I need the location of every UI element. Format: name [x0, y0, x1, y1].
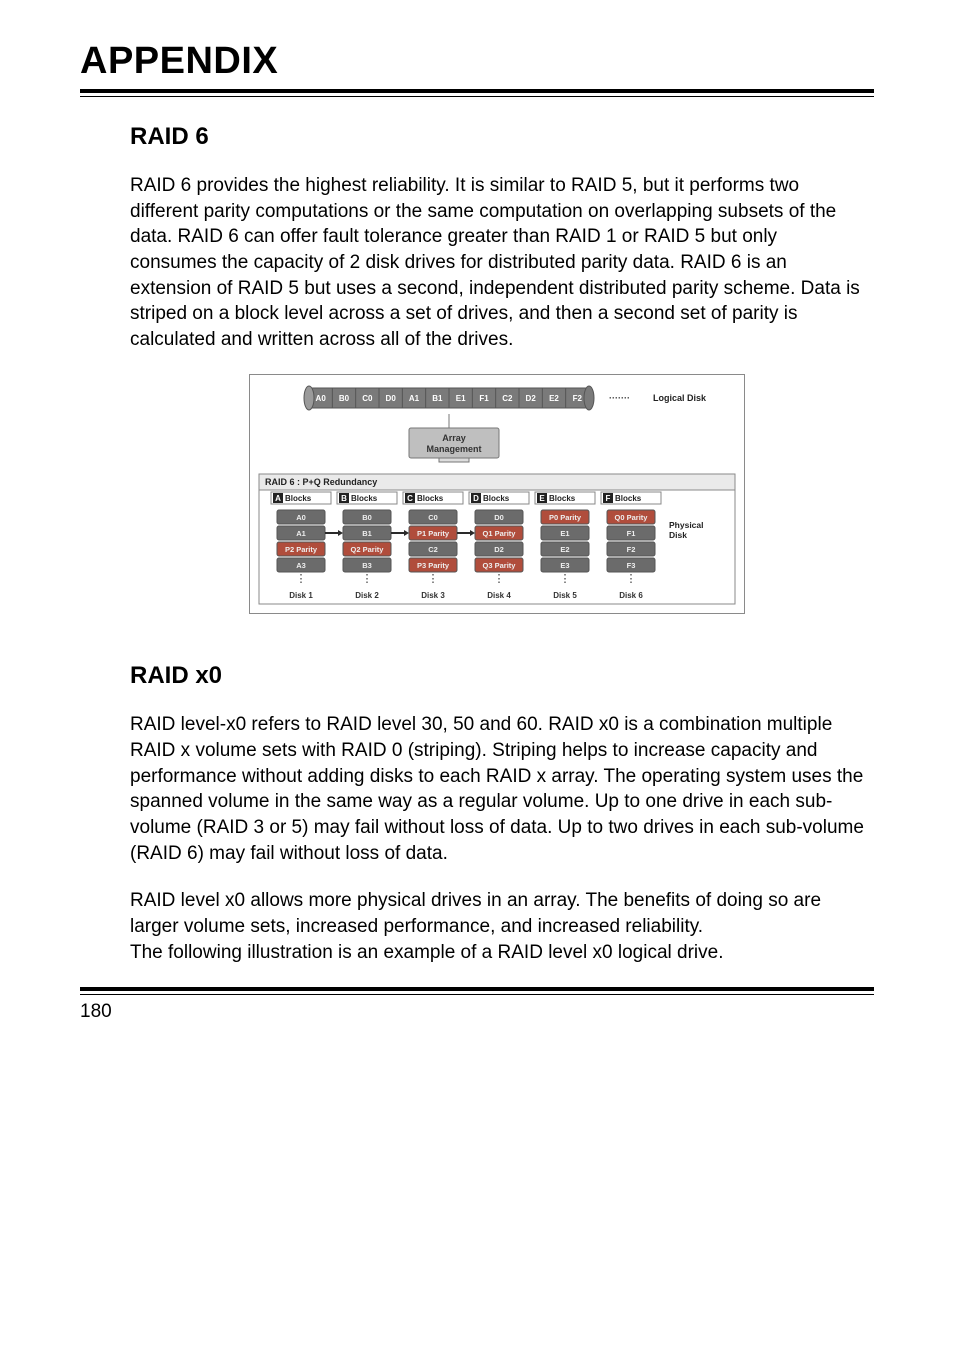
body-raidx0-p1: RAID level-x0 refers to RAID level 30, 5… — [130, 712, 864, 866]
svg-text:A3: A3 — [296, 561, 306, 570]
svg-text:Array: Array — [442, 433, 466, 443]
svg-text:Blocks: Blocks — [549, 494, 576, 503]
svg-text:Q3 Parity: Q3 Parity — [483, 561, 517, 570]
svg-text:C: C — [407, 494, 413, 503]
svg-text:Q1 Parity: Q1 Parity — [483, 529, 517, 538]
svg-text:Disk 3: Disk 3 — [421, 591, 445, 600]
body-raidx0-p3: The following illustration is an example… — [130, 940, 864, 966]
svg-text:⋮: ⋮ — [626, 573, 637, 585]
svg-text:D0: D0 — [494, 513, 504, 522]
svg-text:Blocks: Blocks — [615, 494, 642, 503]
heading-raidx0: RAID x0 — [130, 662, 864, 690]
svg-text:C0: C0 — [362, 394, 373, 403]
svg-text:F2: F2 — [627, 545, 636, 554]
svg-text:Physical: Physical — [669, 520, 704, 530]
svg-text:A0: A0 — [316, 394, 327, 403]
svg-text:B0: B0 — [362, 513, 372, 522]
svg-text:RAID 6 : P+Q Redundancy: RAID 6 : P+Q Redundancy — [265, 477, 377, 487]
svg-text:Blocks: Blocks — [417, 494, 444, 503]
svg-text:P2 Parity: P2 Parity — [285, 545, 318, 554]
svg-text:A0: A0 — [296, 513, 306, 522]
svg-text:F1: F1 — [479, 394, 489, 403]
chapter-title: APPENDIX — [80, 40, 874, 83]
page-number: 180 — [80, 1001, 874, 1023]
svg-text:Logical Disk: Logical Disk — [653, 393, 707, 403]
svg-text:⋮: ⋮ — [296, 573, 307, 585]
svg-text:⋮: ⋮ — [362, 573, 373, 585]
svg-text:Disk 4: Disk 4 — [487, 591, 511, 600]
svg-text:Blocks: Blocks — [351, 494, 378, 503]
svg-text:C0: C0 — [428, 513, 438, 522]
svg-text:P0 Parity: P0 Parity — [549, 513, 582, 522]
body-raidx0-p2: RAID level x0 allows more physical drive… — [130, 888, 864, 939]
heading-raid6: RAID 6 — [130, 123, 864, 151]
svg-text:Disk 1: Disk 1 — [289, 591, 313, 600]
svg-text:E3: E3 — [560, 561, 569, 570]
svg-text:C2: C2 — [428, 545, 438, 554]
svg-text:P1 Parity: P1 Parity — [417, 529, 450, 538]
svg-text:Disk: Disk — [669, 530, 687, 540]
svg-text:D0: D0 — [386, 394, 397, 403]
svg-text:B: B — [341, 494, 347, 503]
svg-text:C2: C2 — [502, 394, 513, 403]
svg-text:B3: B3 — [362, 561, 372, 570]
svg-text:E1: E1 — [456, 394, 466, 403]
svg-text:·······: ······· — [609, 393, 630, 403]
svg-text:Blocks: Blocks — [285, 494, 312, 503]
svg-text:Blocks: Blocks — [483, 494, 510, 503]
svg-text:Disk 2: Disk 2 — [355, 591, 379, 600]
svg-text:E2: E2 — [560, 545, 569, 554]
svg-text:⋮: ⋮ — [428, 573, 439, 585]
svg-text:Disk 6: Disk 6 — [619, 591, 643, 600]
svg-text:D2: D2 — [526, 394, 537, 403]
svg-text:E: E — [539, 494, 545, 503]
raid6-diagram: A0 B0 C0 D0 A1 B1 E1 F1 C2 D2 E2 F2 ······· Logical D… — [249, 374, 745, 614]
svg-text:B1: B1 — [362, 529, 372, 538]
svg-text:E1: E1 — [560, 529, 569, 538]
svg-text:D2: D2 — [494, 545, 504, 554]
top-double-rule — [80, 89, 874, 97]
svg-text:Management: Management — [426, 444, 481, 454]
svg-text:P3 Parity: P3 Parity — [417, 561, 450, 570]
svg-text:A1: A1 — [296, 529, 306, 538]
svg-text:F2: F2 — [573, 394, 583, 403]
svg-text:D: D — [473, 494, 479, 503]
svg-text:F: F — [606, 494, 611, 503]
svg-text:E2: E2 — [549, 394, 559, 403]
svg-text:B1: B1 — [432, 394, 443, 403]
svg-text:A1: A1 — [409, 394, 420, 403]
svg-text:B0: B0 — [339, 394, 350, 403]
svg-text:Q0 Parity: Q0 Parity — [615, 513, 649, 522]
svg-text:F1: F1 — [627, 529, 636, 538]
svg-text:⋮: ⋮ — [494, 573, 505, 585]
body-raid6: RAID 6 provides the highest reliability.… — [130, 173, 864, 352]
bottom-double-rule — [80, 987, 874, 995]
svg-text:A: A — [275, 494, 281, 503]
svg-text:Disk 5: Disk 5 — [553, 591, 577, 600]
svg-text:F3: F3 — [627, 561, 636, 570]
svg-text:⋮: ⋮ — [560, 573, 571, 585]
svg-text:Q2 Parity: Q2 Parity — [351, 545, 385, 554]
